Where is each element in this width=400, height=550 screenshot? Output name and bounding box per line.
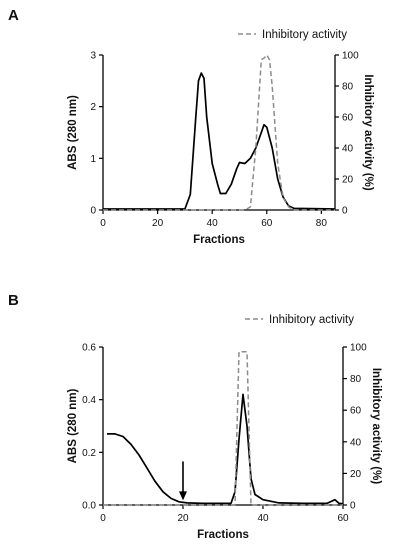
y-left-tick-label: 0.4 [82,395,96,406]
x-tick-label: 40 [207,218,219,229]
arrow-annotation-head [179,491,187,501]
y-right-tick-label: 80 [350,374,362,385]
x-tick-label: 60 [337,513,349,524]
x-tick-label: 80 [316,218,328,229]
y-left-tick-label: 2 [90,102,96,113]
y-right-tick-label: 100 [342,51,359,62]
y-right-tick-label: 20 [342,175,354,186]
x-axis-label: Fractions [197,529,249,541]
y-left-axis-label: ABS (280 nm) [67,95,79,170]
x-tick-label: 0 [100,218,106,229]
absorbance-line [107,393,344,505]
x-tick-label: 20 [152,218,164,229]
y-right-tick-label: 60 [350,406,362,417]
inhibitory-activity-line [103,54,335,211]
chart-panel-a: Inhibitory activity [99,29,347,214]
y-right-tick-label: 20 [350,469,362,480]
y-left-tick-label: 0.2 [82,448,96,459]
y-left-tick-label: 0.6 [82,343,96,354]
y-right-tick-label: 0 [350,501,356,512]
y-right-tick-label: 100 [350,343,367,354]
x-axis-label: Fractions [193,234,245,246]
y-left-tick-label: 1 [90,154,96,165]
y-right-tick-label: 40 [350,437,362,448]
x-tick-label: 20 [177,513,189,524]
legend: Inhibitory activity [238,29,347,41]
y-right-axis-label: Inhibitory activity (%) [362,74,374,190]
y-left-tick-label: 3 [90,51,96,62]
y-right-tick-label: 40 [342,144,354,155]
y-right-tick-label: 60 [342,113,354,124]
inhibitory-activity-line [103,350,343,506]
y-right-axis-label: Inhibitory activity (%) [370,368,382,484]
x-tick-label: 40 [257,513,269,524]
y-left-tick-label: 0 [90,206,96,217]
y-left-tick-label: 0.0 [82,501,96,512]
chart-panel-b: Inhibitory activity [99,314,354,509]
panel-label: B [8,292,19,309]
y-left-axis-label: ABS (280 nm) [67,388,79,463]
legend-label: Inhibitory activity [269,314,354,326]
x-tick-label: 0 [100,513,106,524]
y-right-tick-label: 80 [342,82,354,93]
x-tick-label: 60 [261,218,273,229]
legend: Inhibitory activity [245,314,354,326]
panel-label: A [8,7,19,24]
legend-label: Inhibitory activity [262,29,347,41]
y-right-tick-label: 0 [342,206,348,217]
absorbance-line [103,72,336,210]
